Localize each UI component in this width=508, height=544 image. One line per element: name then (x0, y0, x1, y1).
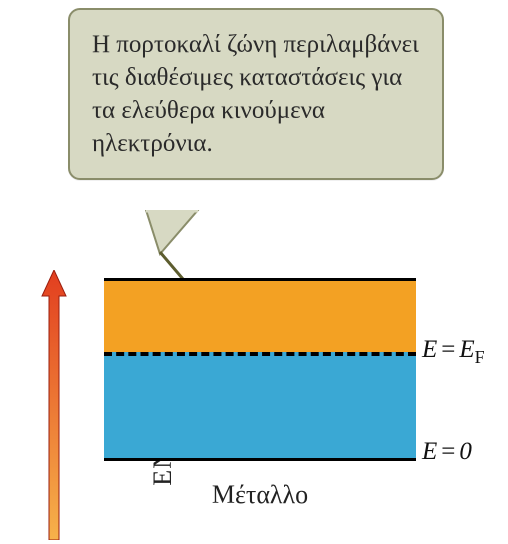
zero-energy-label: E=0 (422, 438, 472, 466)
energy-arrow (40, 270, 68, 540)
fermi-level-line (104, 352, 416, 356)
material-label: Μέταλλο (104, 480, 416, 510)
energy-band-diagram (104, 278, 416, 458)
fermi-energy-label: E=EF (422, 336, 485, 368)
callout-tail (142, 210, 202, 258)
band-bottom-border (104, 458, 416, 461)
callout-text: Η πορτοκαλί ζώνη περιλαμβάνει τις διαθέσ… (92, 28, 420, 160)
band-top-border (104, 278, 416, 281)
filled-states-band (104, 352, 416, 458)
zero-energy-text: E=0 (422, 438, 472, 465)
callout-box: Η πορτοκαλί ζώνη περιλαμβάνει τις διαθέσ… (68, 8, 444, 180)
fermi-energy-text: E=EF (422, 336, 485, 363)
available-states-band (104, 278, 416, 352)
